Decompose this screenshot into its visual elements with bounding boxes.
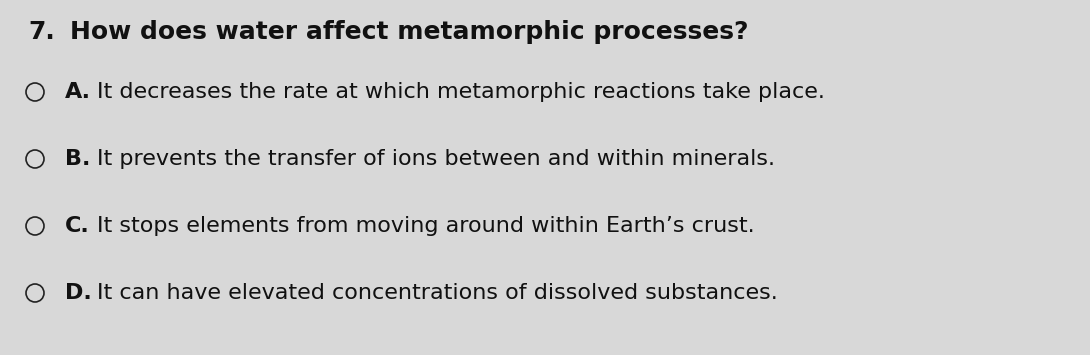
- Text: D.: D.: [65, 283, 92, 303]
- Text: B.: B.: [65, 149, 90, 169]
- Text: A.: A.: [65, 82, 90, 102]
- Text: It can have elevated concentrations of dissolved substances.: It can have elevated concentrations of d…: [97, 283, 778, 303]
- Text: It prevents the transfer of ions between and within minerals.: It prevents the transfer of ions between…: [97, 149, 775, 169]
- Text: It stops elements from moving around within Earth’s crust.: It stops elements from moving around wit…: [97, 216, 754, 236]
- Text: C.: C.: [65, 216, 89, 236]
- Text: 7.: 7.: [28, 20, 54, 44]
- Text: How does water affect metamorphic processes?: How does water affect metamorphic proces…: [70, 20, 749, 44]
- Text: It decreases the rate at which metamorphic reactions take place.: It decreases the rate at which metamorph…: [97, 82, 825, 102]
